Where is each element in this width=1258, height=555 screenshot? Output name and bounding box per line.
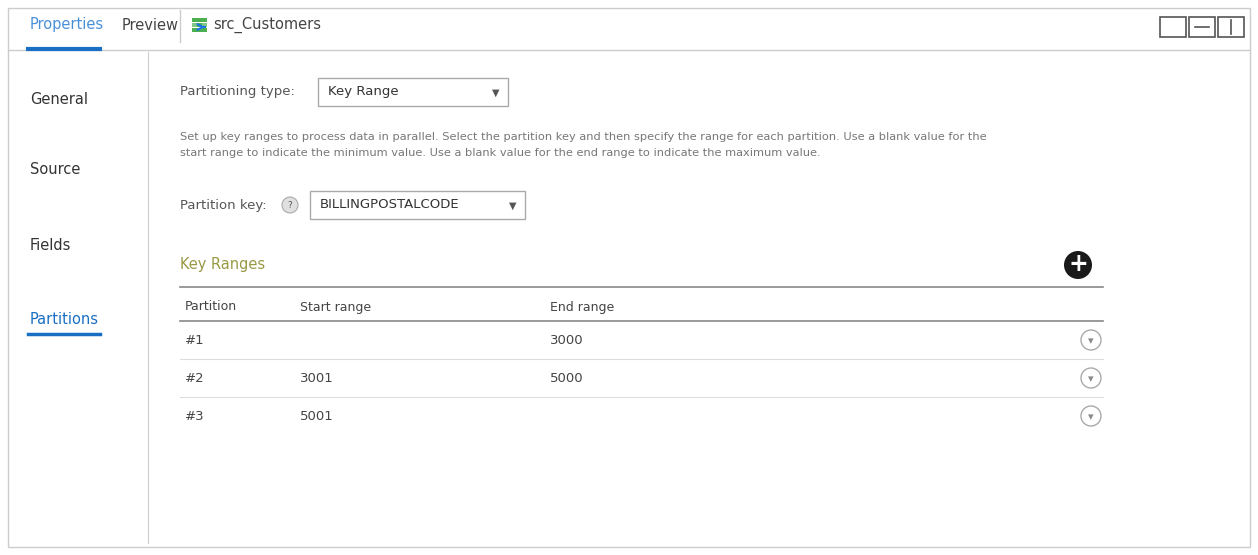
Text: ▾: ▾ xyxy=(1088,336,1093,346)
Text: Partitioning type:: Partitioning type: xyxy=(180,85,294,98)
Bar xyxy=(203,23,206,27)
Text: 5000: 5000 xyxy=(550,371,584,385)
Text: src_Customers: src_Customers xyxy=(213,17,321,33)
Bar xyxy=(198,18,201,22)
Text: ▾: ▾ xyxy=(1088,374,1093,384)
Text: Start range: Start range xyxy=(299,300,371,314)
Text: #3: #3 xyxy=(185,410,205,422)
Text: ▼: ▼ xyxy=(492,88,499,98)
Text: 3001: 3001 xyxy=(299,371,333,385)
Text: #2: #2 xyxy=(185,371,205,385)
FancyBboxPatch shape xyxy=(318,78,508,106)
Bar xyxy=(203,28,206,32)
Circle shape xyxy=(282,197,298,213)
Bar xyxy=(192,23,196,27)
Text: ▼: ▼ xyxy=(509,201,517,211)
Text: +: + xyxy=(1068,252,1088,276)
Bar xyxy=(198,23,201,27)
Text: Fields: Fields xyxy=(30,238,72,253)
Text: BILLINGPOSTALCODE: BILLINGPOSTALCODE xyxy=(320,199,459,211)
Text: Partition key:: Partition key: xyxy=(180,199,267,211)
Text: Set up key ranges to process data in parallel. Select the partition key and then: Set up key ranges to process data in par… xyxy=(180,132,986,142)
FancyBboxPatch shape xyxy=(309,191,525,219)
Bar xyxy=(198,28,201,32)
Bar xyxy=(1218,17,1244,37)
Text: Properties: Properties xyxy=(30,18,104,33)
Bar xyxy=(203,18,206,22)
Text: ?: ? xyxy=(288,200,292,209)
Text: Source: Source xyxy=(30,163,81,178)
Text: Key Ranges: Key Ranges xyxy=(180,258,265,273)
Bar xyxy=(192,18,196,22)
Bar xyxy=(1189,17,1215,37)
Text: Partitions: Partitions xyxy=(30,312,99,327)
Bar xyxy=(192,28,196,32)
Text: 5001: 5001 xyxy=(299,410,333,422)
Text: Key Range: Key Range xyxy=(328,85,399,98)
Text: Preview: Preview xyxy=(122,18,179,33)
Text: ▾: ▾ xyxy=(1088,412,1093,422)
Text: End range: End range xyxy=(550,300,614,314)
Text: 3000: 3000 xyxy=(550,334,584,346)
Circle shape xyxy=(1064,251,1092,279)
Text: Partition: Partition xyxy=(185,300,237,314)
Text: General: General xyxy=(30,93,88,108)
Bar xyxy=(1160,17,1186,37)
Text: start range to indicate the minimum value. Use a blank value for the end range t: start range to indicate the minimum valu… xyxy=(180,148,820,158)
Text: #1: #1 xyxy=(185,334,205,346)
